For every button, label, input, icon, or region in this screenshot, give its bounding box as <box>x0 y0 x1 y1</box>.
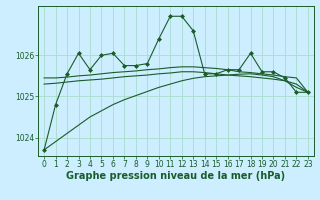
X-axis label: Graphe pression niveau de la mer (hPa): Graphe pression niveau de la mer (hPa) <box>67 171 285 181</box>
